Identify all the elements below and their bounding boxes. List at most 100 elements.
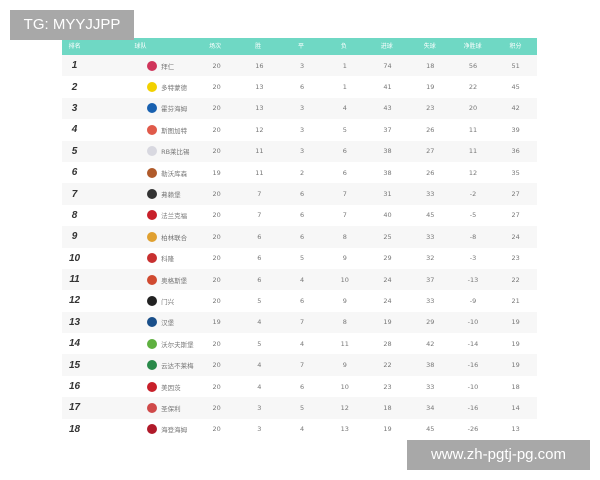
stat-cell: 33 [426,190,435,199]
stat-cell: 19 [426,83,435,92]
column-header[interactable]: 胜 [255,43,262,50]
stat-cell: 18 [511,382,520,391]
team-cell: 拜仁 [87,60,195,71]
rank: 15 [68,359,81,371]
team-name: 科隆 [161,255,175,264]
team-logo-icon [147,60,158,71]
column-header[interactable]: 场次 [209,43,222,50]
stat-cell: 9 [342,296,347,305]
team-logo-icon [147,338,158,349]
column-header[interactable]: 负 [340,43,347,50]
column-header[interactable]: 排名 [68,43,81,50]
team-cell: 圣保利 [87,402,195,413]
team-cell: 门兴 [87,295,195,306]
table-row: 11 奥格斯堡 20 6 4 10 24 37 -13 22 [62,268,537,291]
stat-cell: 5 [342,125,347,134]
column-header[interactable]: 平 [297,43,304,50]
stat-cell: 26 [426,125,435,134]
stat-cell: 25 [383,232,392,241]
stat-cell: 18 [383,403,392,412]
team-name: 勒沃库森 [161,169,188,178]
stat-cell: 6 [300,382,305,391]
stat-cell: 20 [212,403,221,412]
stat-cell: 20 [212,254,221,263]
stat-cell: 19 [212,318,221,327]
stat-cell: 27 [426,147,435,156]
stat-cell: 4 [300,339,305,348]
stat-cell: 20 [212,125,221,134]
stat-cell: 5 [300,403,305,412]
team-cell: 法兰克福 [87,210,195,221]
rank: 4 [71,124,78,136]
stat-cell: 23 [511,254,520,263]
table-row: 12 门兴 20 5 6 9 24 33 -9 21 [62,290,537,311]
team-logo-icon [147,231,158,242]
team-logo-icon [147,402,158,413]
stat-cell: -10 [467,318,479,327]
stat-cell: 6 [300,211,305,220]
table-row: 7 弗赖堡 20 7 6 7 31 33 -2 27 [62,183,537,205]
stat-cell: 6 [342,168,347,177]
stat-cell: 45 [426,211,435,220]
team-logo-icon [147,274,158,285]
stat-cell: 5 [257,339,262,348]
rank: 8 [71,209,78,221]
stat-cell: -8 [469,232,477,241]
rank: 1 [71,60,78,72]
team-name: 法兰克福 [161,212,188,221]
stat-cell: 51 [511,61,520,70]
table-row: 2 多特蒙德 20 13 6 1 41 19 22 45 [62,76,537,97]
rank: 18 [68,423,81,435]
stat-cell: 27 [511,190,520,199]
team-name: RB莱比锡 [161,148,190,157]
stat-cell: 22 [511,275,520,284]
table-header: 排名 球队 场次 胜 平 负 进球 失球 净胜球 积分 [62,38,537,55]
rank: 3 [71,102,78,114]
stat-cell: 12 [340,403,349,412]
stat-cell: 6 [300,232,305,241]
stat-cell: 14 [511,403,520,412]
stat-cell: 13 [340,425,349,434]
column-header[interactable]: 球队 [134,43,147,50]
stat-cell: 22 [468,83,478,92]
stat-cell: 9 [342,361,347,370]
stat-cell: 24 [383,296,392,305]
table-row: 13 汉堡 19 4 7 8 19 29 -10 19 [62,311,537,334]
stat-cell: 2 [300,168,305,177]
column-header[interactable]: 失球 [423,43,436,50]
stat-cell: 20 [212,275,221,284]
team-name: 海登海姆 [161,426,188,435]
team-cell: 美因茨 [87,381,195,392]
stat-cell: -3 [469,254,477,263]
watermark-top: TG: MYYJJPP [10,10,134,40]
stat-cell: 3 [300,61,305,70]
stat-cell: 7 [300,361,305,370]
column-header[interactable]: 净胜球 [463,43,482,50]
stat-cell: 20 [212,147,221,156]
stat-cell: -14 [467,339,479,348]
stat-cell: 74 [383,61,392,70]
team-logo-icon [147,424,158,435]
stat-cell: 7 [300,318,305,327]
table-row: 15 云达不莱梅 20 4 7 9 22 38 -16 19 [62,354,537,376]
column-header[interactable]: 积分 [509,43,522,50]
team-cell: 沃尔夫斯堡 [87,338,195,349]
team-logo-icon [147,189,158,200]
stat-cell: 32 [426,254,435,263]
table-row: 18 海登海姆 20 3 4 13 19 45 -26 13 [62,419,537,440]
stat-cell: 13 [255,104,264,113]
stat-cell: 20 [212,190,221,199]
table-body: 1 拜仁 20 16 3 1 74 18 56 51 2 多特蒙德 20 13 6 1 41 19 22 45 3 霍芬海… [62,55,537,440]
stat-cell: 38 [383,147,392,156]
table-row: 14 沃尔夫斯堡 20 5 4 11 28 42 -14 19 [62,333,537,354]
team-name: 云达不莱梅 [161,362,194,371]
stat-cell: 39 [511,125,520,134]
team-logo-icon [147,146,158,157]
stat-cell: 6 [257,254,262,263]
stat-cell: 4 [257,382,262,391]
stat-cell: -5 [469,211,477,220]
stat-cell: 45 [426,425,435,434]
stat-cell: 4 [257,318,262,327]
column-header[interactable]: 进球 [380,43,393,50]
stat-cell: 6 [300,83,305,92]
